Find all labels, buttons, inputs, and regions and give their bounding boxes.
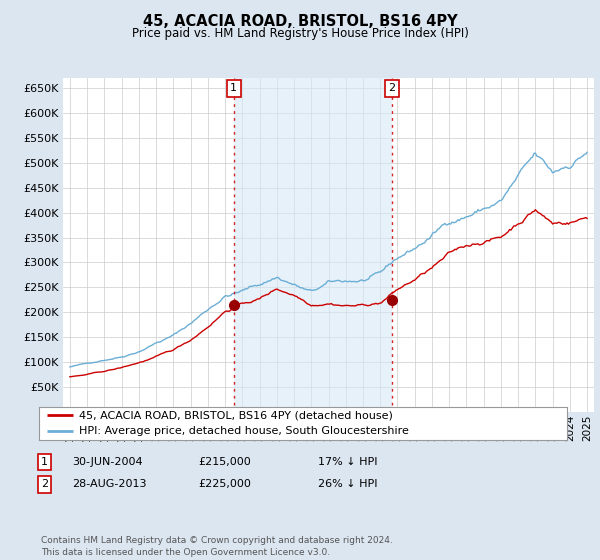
Text: 28-AUG-2013: 28-AUG-2013 [72, 479, 146, 489]
Text: Price paid vs. HM Land Registry's House Price Index (HPI): Price paid vs. HM Land Registry's House … [131, 27, 469, 40]
Text: 1: 1 [41, 457, 48, 467]
Text: £215,000: £215,000 [198, 457, 251, 467]
Text: 30-JUN-2004: 30-JUN-2004 [72, 457, 143, 467]
Text: 2: 2 [41, 479, 48, 489]
Text: 26% ↓ HPI: 26% ↓ HPI [318, 479, 377, 489]
Text: Contains HM Land Registry data © Crown copyright and database right 2024.
This d: Contains HM Land Registry data © Crown c… [41, 536, 392, 557]
Text: HPI: Average price, detached house, South Gloucestershire: HPI: Average price, detached house, Sout… [79, 427, 409, 436]
Text: 1: 1 [230, 83, 237, 94]
Text: 45, ACACIA ROAD, BRISTOL, BS16 4PY (detached house): 45, ACACIA ROAD, BRISTOL, BS16 4PY (deta… [79, 410, 392, 420]
Text: 2: 2 [388, 83, 395, 94]
Text: 45, ACACIA ROAD, BRISTOL, BS16 4PY: 45, ACACIA ROAD, BRISTOL, BS16 4PY [143, 14, 457, 29]
Bar [233, 78, 392, 412]
Text: £225,000: £225,000 [198, 479, 251, 489]
Text: 17% ↓ HPI: 17% ↓ HPI [318, 457, 377, 467]
